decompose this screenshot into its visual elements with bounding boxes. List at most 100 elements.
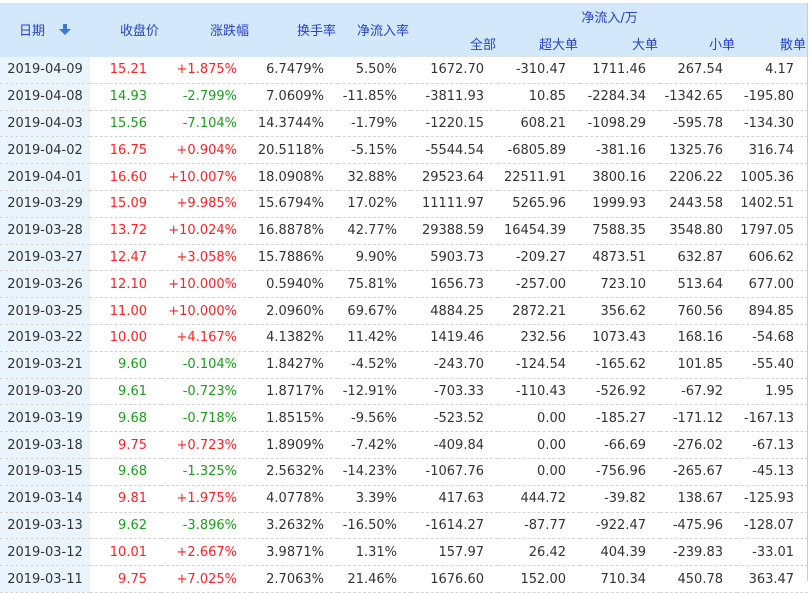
- cell-inflow-small: 267.54: [660, 56, 737, 84]
- cell-inflow-large: 404.39: [580, 538, 660, 567]
- column-header-net-inflow-rate[interactable]: 净流入率: [338, 3, 411, 57]
- cell-change-percent: -0.723%: [161, 378, 251, 406]
- cell-close-price: 16.60: [90, 163, 161, 191]
- cell-net-inflow-rate: 32.88%: [338, 163, 411, 191]
- cell-inflow-small: 138.67: [660, 485, 737, 513]
- cell-date: 2019-03-22: [0, 324, 90, 352]
- cell-date: 2019-04-03: [0, 110, 90, 138]
- column-header-inflow-scattered[interactable]: 散单: [737, 29, 809, 57]
- cell-close-price: 9.61: [90, 378, 161, 406]
- cell-change-percent: +10.000%: [161, 297, 251, 325]
- cell-net-inflow-rate: 11.42%: [338, 324, 411, 352]
- cell-net-inflow-rate: -5.15%: [338, 136, 411, 165]
- cell-change-percent: -3.896%: [161, 512, 251, 540]
- cell-close-price: 9.62: [90, 512, 161, 540]
- cell-net-inflow-rate: -14.23%: [338, 458, 411, 486]
- sort-descending-icon[interactable]: [59, 24, 71, 36]
- table-row: 2019-03-19 9.68 -0.718% 1.8515% -9.56% -523.5…: [0, 404, 809, 433]
- cell-turnover-rate: 4.0778%: [251, 485, 338, 513]
- table-right-border: [807, 3, 808, 581]
- cell-inflow-large: 723.10: [580, 270, 660, 299]
- cell-date: 2019-03-19: [0, 404, 90, 433]
- cell-net-inflow-rate: -9.56%: [338, 404, 411, 433]
- cell-date: 2019-03-28: [0, 217, 90, 245]
- cell-inflow-super-large: 152.00: [498, 565, 580, 593]
- cell-date: 2019-03-20: [0, 378, 90, 406]
- cell-change-percent: +10.024%: [161, 217, 251, 245]
- cell-inflow-scattered: 606.62: [737, 244, 809, 272]
- cell-turnover-rate: 4.1382%: [251, 324, 338, 352]
- table-row: 2019-03-26 12.10 +10.000% 0.5940% 75.81% 1656…: [0, 270, 809, 299]
- table-header: 日期 收盘价 涨跌幅 换手率 净流入率 净流入/万 全部 超大单 大单 小单 散…: [0, 3, 809, 57]
- cell-inflow-small: -475.96: [660, 512, 737, 540]
- cell-inflow-all: -1220.15: [411, 110, 498, 138]
- cell-turnover-rate: 15.7886%: [251, 244, 338, 272]
- column-header-close-price[interactable]: 收盘价: [90, 3, 161, 57]
- cell-inflow-small: 760.56: [660, 297, 737, 325]
- cell-close-price: 9.68: [90, 404, 161, 433]
- cell-inflow-large: 1711.46: [580, 56, 660, 84]
- table-row: 2019-04-09 15.21 +1.875% 6.7479% 5.50% 1672.7…: [0, 56, 809, 84]
- cell-inflow-small: 2206.22: [660, 163, 737, 191]
- cell-net-inflow-rate: 5.50%: [338, 56, 411, 84]
- cell-inflow-scattered: -67.13: [737, 431, 809, 459]
- cell-change-percent: +1.875%: [161, 56, 251, 84]
- column-header-inflow-small[interactable]: 小单: [660, 29, 737, 57]
- cell-inflow-super-large: 2872.21: [498, 297, 580, 325]
- cell-net-inflow-rate: -7.42%: [338, 431, 411, 459]
- cell-inflow-super-large: 26.42: [498, 538, 580, 567]
- cell-change-percent: -2.799%: [161, 83, 251, 111]
- column-header-change-percent[interactable]: 涨跌幅: [161, 3, 251, 57]
- cell-inflow-large: -756.96: [580, 458, 660, 486]
- cell-inflow-scattered: 1.95: [737, 378, 809, 406]
- cell-inflow-all: 1656.73: [411, 270, 498, 299]
- table-row: 2019-03-15 9.68 -1.325% 2.5632% -14.23% -1067…: [0, 458, 809, 486]
- cell-inflow-scattered: -33.01: [737, 538, 809, 567]
- table-row: 2019-03-11 9.75 +7.025% 2.7063% 21.46% 1676.6…: [0, 565, 809, 593]
- column-header-inflow-large[interactable]: 大单: [580, 29, 660, 57]
- cell-inflow-all: 1676.60: [411, 565, 498, 593]
- column-header-inflow-super-large[interactable]: 超大单: [498, 29, 580, 57]
- fund-flow-table-page: 日期 收盘价 涨跌幅 换手率 净流入率 净流入/万 全部 超大单 大单 小单 散…: [0, 3, 812, 593]
- cell-inflow-all: -703.33: [411, 378, 498, 406]
- cell-turnover-rate: 3.9871%: [251, 538, 338, 567]
- cell-inflow-large: -165.62: [580, 351, 660, 379]
- cell-change-percent: +7.025%: [161, 565, 251, 593]
- column-header-date[interactable]: 日期: [0, 3, 90, 57]
- cell-close-price: 9.60: [90, 351, 161, 379]
- table-row: 2019-03-27 12.47 +3.058% 15.7886% 9.90% 5903.…: [0, 244, 809, 272]
- table-row: 2019-03-22 10.00 +4.167% 4.1382% 11.42% 1419.…: [0, 324, 809, 352]
- cell-net-inflow-rate: -12.91%: [338, 378, 411, 406]
- cell-inflow-all: -1614.27: [411, 512, 498, 540]
- cell-date: 2019-04-08: [0, 83, 90, 111]
- cell-inflow-small: -171.12: [660, 404, 737, 433]
- cell-inflow-scattered: -128.07: [737, 512, 809, 540]
- cell-inflow-scattered: 894.85: [737, 297, 809, 325]
- cell-change-percent: +0.904%: [161, 136, 251, 165]
- cell-change-percent: -0.104%: [161, 351, 251, 379]
- column-header-inflow-all[interactable]: 全部: [411, 29, 498, 57]
- cell-inflow-scattered: -125.93: [737, 485, 809, 513]
- cell-inflow-super-large: 0.00: [498, 458, 580, 486]
- cell-inflow-small: -595.78: [660, 110, 737, 138]
- cell-net-inflow-rate: 21.46%: [338, 565, 411, 593]
- cell-close-price: 12.47: [90, 244, 161, 272]
- cell-inflow-small: 101.85: [660, 351, 737, 379]
- cell-inflow-large: 1999.93: [580, 190, 660, 218]
- cell-net-inflow-rate: 1.31%: [338, 538, 411, 567]
- cell-inflow-all: -1067.76: [411, 458, 498, 486]
- cell-turnover-rate: 1.8515%: [251, 404, 338, 433]
- cell-close-price: 14.93: [90, 83, 161, 111]
- cell-inflow-all: -5544.54: [411, 136, 498, 165]
- cell-net-inflow-rate: -1.79%: [338, 110, 411, 138]
- cell-inflow-large: -185.27: [580, 404, 660, 433]
- cell-close-price: 10.01: [90, 538, 161, 567]
- cell-net-inflow-rate: -11.85%: [338, 83, 411, 111]
- column-header-turnover-rate[interactable]: 换手率: [251, 3, 338, 57]
- cell-inflow-small: -276.02: [660, 431, 737, 459]
- cell-close-price: 10.00: [90, 324, 161, 352]
- cell-turnover-rate: 7.0609%: [251, 83, 338, 111]
- cell-turnover-rate: 1.8909%: [251, 431, 338, 459]
- cell-inflow-scattered: -167.13: [737, 404, 809, 433]
- cell-net-inflow-rate: 75.81%: [338, 270, 411, 299]
